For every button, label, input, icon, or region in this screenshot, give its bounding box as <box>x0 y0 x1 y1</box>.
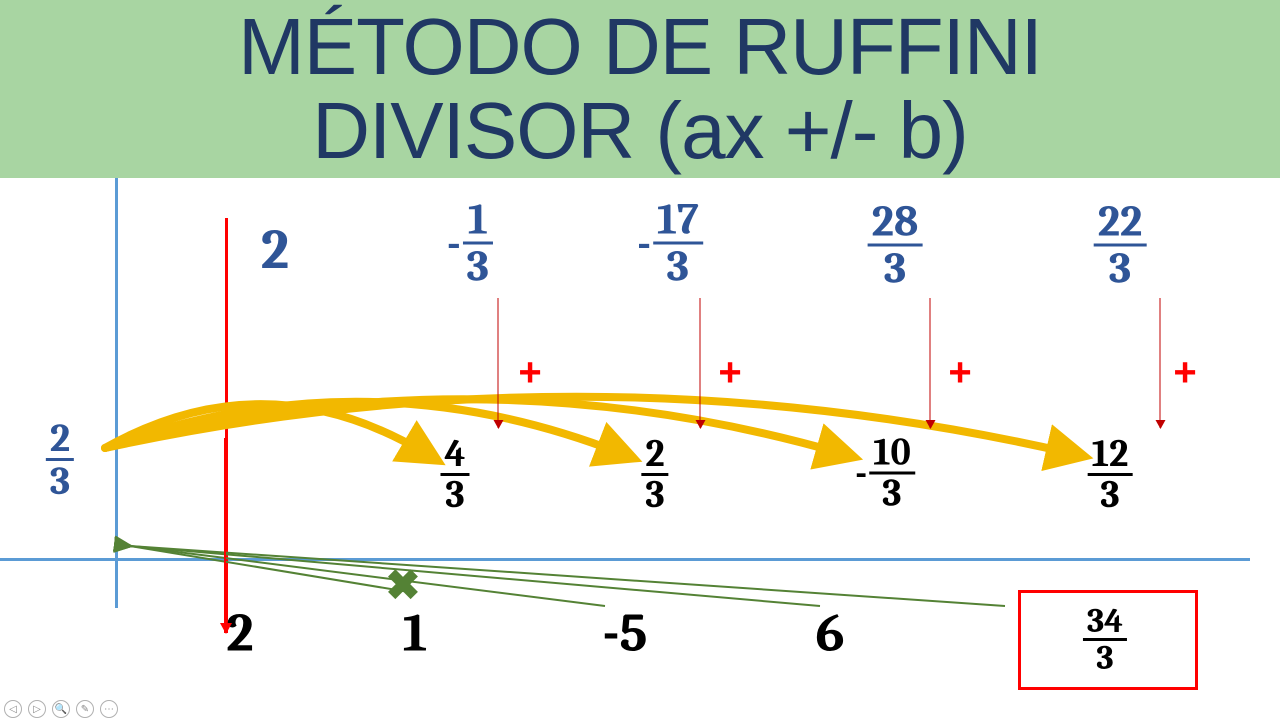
plus-icon: + <box>1173 351 1196 396</box>
multiply-curve-arrow <box>105 402 620 453</box>
remainder-fraction: 343 <box>1083 601 1127 675</box>
fraction-cell: 23 <box>641 432 668 514</box>
result-source-arrow <box>130 546 1005 606</box>
result-source-arrow <box>130 546 820 606</box>
presentation-control-icon[interactable]: ⋯ <box>100 700 118 718</box>
presentation-control-icon[interactable]: 🔍 <box>52 700 70 718</box>
fraction-cell: 223 <box>1094 196 1147 291</box>
fraction-cell: 43 <box>440 432 469 514</box>
fraction-cell: -13 <box>447 198 493 289</box>
multiply-curve-arrow <box>105 399 840 453</box>
plus-icon: + <box>518 351 541 396</box>
result-source-arrow <box>130 546 415 593</box>
addition-arrow <box>700 298 701 428</box>
presentation-control-icon[interactable]: ▷ <box>28 700 46 718</box>
presentation-control-icon[interactable]: ✎ <box>76 700 94 718</box>
multiply-curve-arrow <box>105 404 425 453</box>
title-line-1: MÉTODO DE RUFFINI <box>238 5 1042 89</box>
plus-icon: + <box>718 351 741 396</box>
result-source-arrow <box>130 546 605 606</box>
multiply-icon: ✖ <box>385 561 420 610</box>
fraction-cell: 123 <box>1088 432 1133 514</box>
number-cell: -5 <box>603 602 648 665</box>
title-header: MÉTODO DE RUFFINI DIVISOR (ax +/- b) <box>0 0 1280 178</box>
diagram-stage: ◁▷🔍✎⋯ 2-13-1732832234323-10312321-562334… <box>0 178 1280 720</box>
number-cell: 2 <box>261 218 289 282</box>
fraction-cell: -103 <box>855 434 915 513</box>
fraction-cell: -173 <box>637 198 703 289</box>
number-cell: 6 <box>815 602 844 665</box>
bring-down-arrow <box>224 438 226 633</box>
plus-icon: + <box>948 351 971 396</box>
number-cell: 1 <box>403 602 428 665</box>
axis-horizontal <box>0 558 1250 561</box>
addition-arrow <box>498 298 499 428</box>
addition-arrow <box>1160 298 1161 428</box>
axis-vertical <box>115 178 118 608</box>
title-line-2: DIVISOR (ax +/- b) <box>312 89 967 173</box>
presentation-control-icon[interactable]: ◁ <box>4 700 22 718</box>
fraction-cell: 283 <box>868 196 923 291</box>
divisor-fraction: 23 <box>46 415 74 501</box>
presentation-controls: ◁ ▷ 🔍 ✎ ⋯ <box>4 700 118 718</box>
addition-arrow <box>930 298 931 428</box>
